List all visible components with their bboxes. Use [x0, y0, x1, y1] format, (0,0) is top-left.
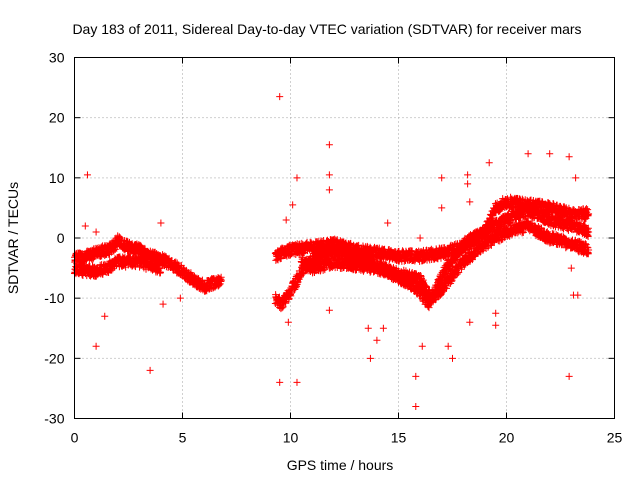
x-tick-label: 25 [607, 430, 623, 446]
data-point [92, 342, 100, 350]
data-point [438, 204, 446, 212]
x-axis-label: GPS time / hours [287, 457, 394, 473]
data-point [364, 324, 372, 332]
data-point [278, 304, 286, 312]
data-point [325, 306, 333, 314]
data-point [572, 174, 580, 182]
data-point [101, 312, 109, 320]
data-point [492, 309, 500, 317]
data-point [567, 264, 575, 272]
data-point [136, 263, 144, 271]
data-point [449, 354, 456, 362]
data-point [524, 150, 532, 158]
data-point [574, 291, 582, 299]
data-point [546, 150, 554, 158]
data-point [565, 153, 573, 161]
data-point [466, 198, 474, 206]
data-point [464, 171, 472, 179]
data-point [276, 93, 284, 101]
data-point [282, 299, 290, 307]
data-point [565, 372, 573, 380]
data-point [157, 264, 165, 272]
data-point [366, 354, 374, 362]
y-tick-label: 10 [49, 170, 65, 186]
data-point [157, 219, 165, 227]
data-points [71, 93, 593, 410]
data-point [176, 294, 184, 302]
data-point [92, 228, 100, 236]
chart-title: Day 183 of 2011, Sidereal Day-to-day VTE… [72, 21, 581, 37]
data-point [276, 378, 284, 386]
data-point [325, 186, 333, 194]
data-point [92, 272, 100, 280]
data-point [155, 260, 163, 268]
data-point [284, 318, 292, 326]
data-point [279, 303, 287, 311]
data-point [464, 180, 472, 188]
data-point [485, 159, 493, 167]
data-point [159, 300, 167, 308]
data-point [412, 402, 420, 410]
x-tick-label: 5 [179, 430, 187, 446]
data-point [466, 318, 474, 326]
data-point [379, 324, 387, 332]
data-point [416, 234, 424, 242]
y-tick-label: 0 [57, 230, 65, 246]
x-tick-label: 15 [391, 430, 407, 446]
data-point [176, 262, 184, 270]
y-axis-label: SDTVAR / TECUs [5, 182, 21, 294]
y-tick-label: -10 [44, 290, 64, 306]
data-point [83, 171, 91, 179]
grid-lines [74, 57, 615, 419]
data-point [444, 342, 452, 350]
x-tick-label: 10 [283, 430, 299, 446]
data-point [492, 321, 500, 329]
y-tick-label: 30 [49, 50, 65, 66]
y-tick-label: -30 [44, 411, 64, 427]
data-point [146, 366, 154, 374]
y-tick-label: 20 [49, 110, 65, 126]
y-tick-label: -20 [44, 350, 64, 366]
data-point [217, 276, 225, 284]
x-tick-label: 0 [71, 430, 79, 446]
data-point [81, 222, 89, 230]
data-point [325, 141, 333, 149]
x-tick-label: 20 [499, 430, 515, 446]
data-point [384, 219, 392, 227]
data-point [373, 336, 381, 344]
data-point [325, 171, 333, 179]
data-point [293, 174, 301, 182]
data-point [282, 216, 290, 224]
data-point [412, 372, 420, 380]
data-point [418, 342, 426, 350]
data-point [438, 174, 446, 182]
data-point [293, 378, 301, 386]
